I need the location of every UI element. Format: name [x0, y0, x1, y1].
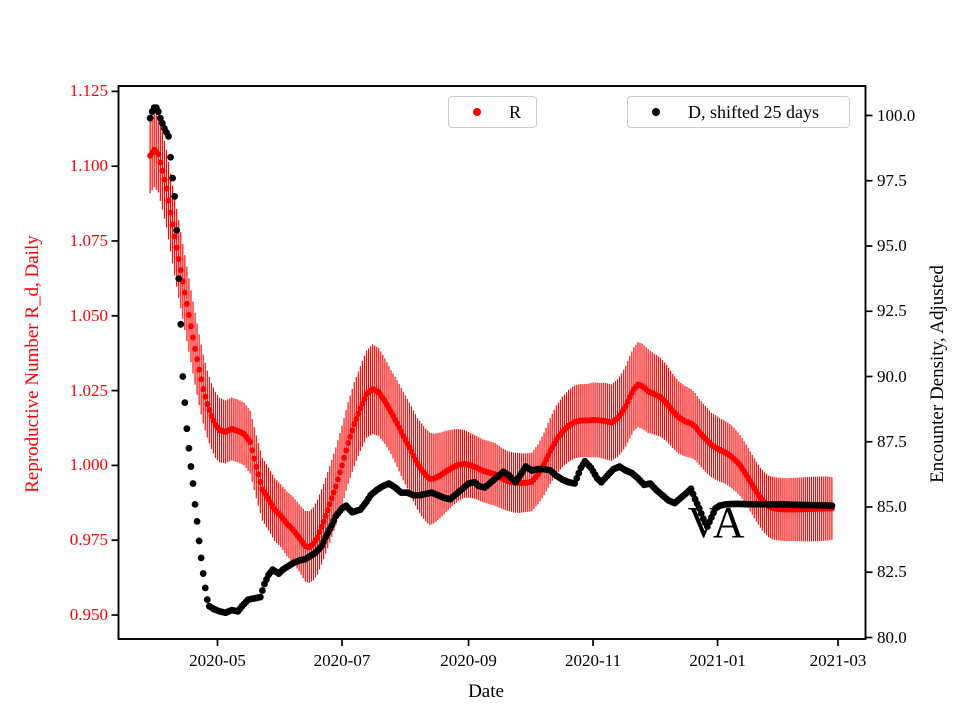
y-right-tick-label: 85.0	[877, 497, 907, 516]
y-right-tick-label: 80.0	[877, 627, 907, 647]
legend-r: R	[448, 96, 537, 128]
y-left-tick-label: 0.950	[69, 605, 108, 624]
y-left-tick-label: 1.025	[69, 380, 108, 400]
x-axis-label: Date	[468, 681, 504, 702]
x-tick-label: 2020-11	[565, 651, 622, 670]
y-right-tick-label: 87.5	[877, 431, 907, 451]
legend-d-label: D, shifted 25 days	[688, 102, 819, 122]
y-right-tick-label: 100.0	[877, 105, 916, 125]
legend-d-marker-icon	[652, 108, 660, 116]
y-right-tick-label: 95.0	[877, 236, 907, 255]
y-left-tick-label: 1.125	[69, 81, 108, 101]
y-left-tick-label: 1.100	[69, 156, 108, 176]
legend-r-marker-icon	[473, 108, 481, 116]
y-right-tick-label: 92.5	[877, 301, 907, 321]
y-left-tick-label: 1.075	[69, 231, 108, 250]
x-tick-label: 2021-03	[809, 651, 867, 670]
y-left-tick-label: 0.975	[69, 530, 108, 550]
x-tick-label: 2021-01	[689, 651, 746, 670]
legend-r-label: R	[509, 102, 522, 122]
x-tick-label: 2020-07	[313, 651, 371, 670]
y-axis-label-right: Encounter Density, Adjusted	[927, 265, 948, 483]
y-right-tick-label: 90.0	[877, 366, 907, 386]
y-right-tick-label: 97.5	[877, 170, 907, 190]
legend-d: D, shifted 25 days	[627, 96, 850, 128]
state-annotation: VA	[687, 498, 745, 548]
y-left-tick-label: 1.000	[69, 455, 108, 475]
x-tick-label: 2020-05	[189, 651, 246, 670]
y-left-tick-label: 1.050	[69, 305, 108, 325]
y-right-tick-label: 82.5	[877, 562, 907, 582]
y-axis-label-left: Reproductive Number R_d, Daily	[22, 235, 43, 493]
x-tick-label: 2020-09	[440, 651, 497, 670]
